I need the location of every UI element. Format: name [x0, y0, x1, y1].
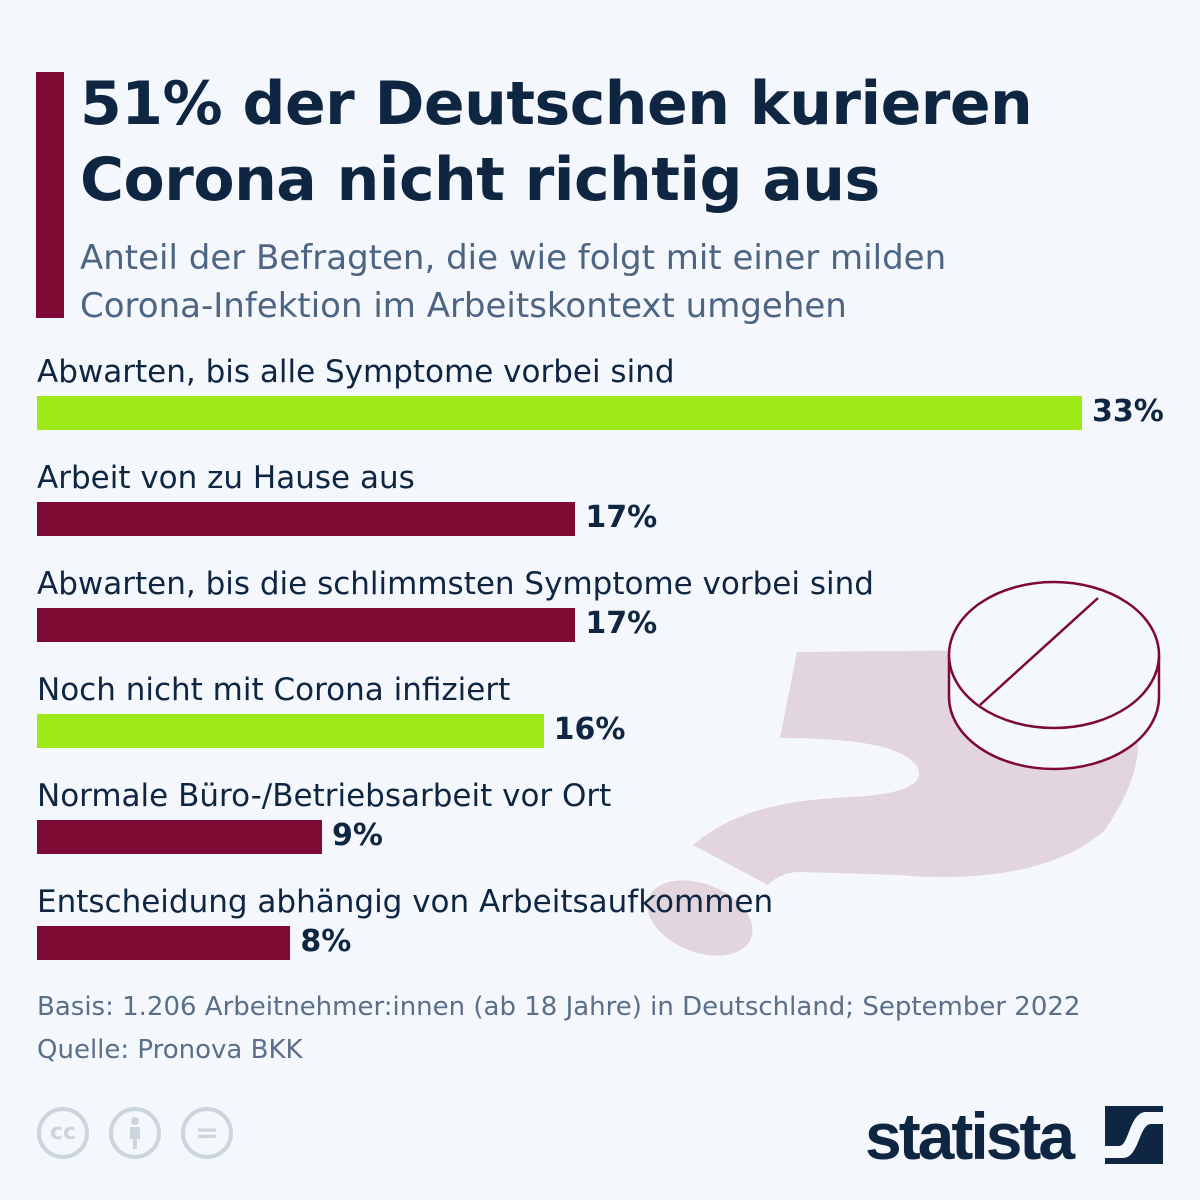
subtitle-line-1: Anteil der Befragten, die wie folgt mit …	[80, 238, 947, 278]
value-label: 16%	[553, 712, 626, 747]
category-label: Abwarten, bis die schlimmsten Symptome v…	[37, 566, 874, 602]
chart-subtitle: Anteil der Befragten, die wie folgt mit …	[80, 234, 946, 330]
cc-icon[interactable]: cc	[37, 1107, 89, 1159]
chart-title: 51% der Deutschen kurieren Corona nicht …	[80, 66, 1033, 218]
category-label: Entscheidung abhängig von Arbeitsaufkomm…	[37, 884, 774, 920]
bar	[37, 396, 1082, 430]
category-label: Normale Büro-/Betriebsarbeit vor Ort	[37, 778, 612, 814]
category-label: Arbeit von zu Hause aus	[37, 460, 415, 496]
category-label: Noch nicht mit Corona infiziert	[37, 672, 511, 708]
bar	[37, 926, 291, 960]
pill-icon	[947, 580, 1161, 771]
category-label: Abwarten, bis alle Symptome vorbei sind	[37, 354, 675, 390]
question-mark-dot	[647, 880, 753, 956]
attribution-icon[interactable]	[109, 1107, 161, 1159]
no-derivatives-icon[interactable]: =	[181, 1107, 233, 1159]
title-line-2: Corona nicht richtig aus	[80, 145, 880, 215]
footer-source: Quelle: Pronova BKK	[37, 1035, 303, 1065]
footer-basis: Basis: 1.206 Arbeitnehmer:innen (ab 18 J…	[37, 992, 1081, 1022]
person-icon	[130, 1117, 140, 1149]
bar	[37, 608, 576, 642]
statista-logo[interactable]: statista	[865, 1098, 1075, 1174]
title-line-1: 51% der Deutschen kurieren	[80, 69, 1033, 139]
value-label: 17%	[585, 500, 658, 535]
subtitle-line-2: Corona-Infektion im Arbeitskontext umgeh…	[80, 286, 847, 326]
bar	[37, 502, 576, 536]
value-label: 9%	[332, 818, 383, 853]
value-label: 33%	[1092, 394, 1164, 429]
logo-text: statista	[865, 1099, 1075, 1173]
title-accent-bar	[36, 72, 64, 318]
statista-logo-mark-icon	[1105, 1106, 1163, 1164]
bar	[37, 820, 322, 854]
value-label: 8%	[300, 924, 352, 959]
value-label: 17%	[585, 606, 658, 641]
bar	[37, 714, 544, 748]
